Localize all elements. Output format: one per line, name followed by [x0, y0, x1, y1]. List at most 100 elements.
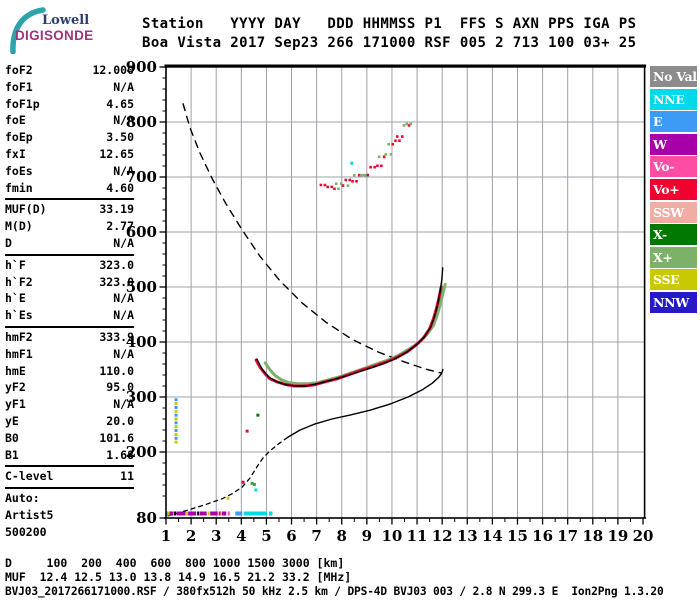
param-row: MUF(D) 33.19 [5, 201, 134, 218]
param-label: hmF1 [5, 346, 33, 361]
chart-traces [166, 103, 447, 517]
param-group: C-level 11 [5, 465, 134, 487]
legend-item-e: E [650, 111, 697, 133]
param-row: fxI 12.65 [5, 146, 134, 163]
param-row: yF2 95.0 [5, 379, 134, 396]
param-value: 3.50 [106, 130, 134, 145]
axis-tick-label: 11 [407, 527, 428, 545]
axis-tick-label: 18 [582, 527, 603, 545]
param-label: foF1 [5, 79, 33, 94]
param-label: M(D) [5, 219, 33, 234]
param-value: 11 [120, 469, 134, 484]
axis-tick-label: 12 [432, 527, 453, 545]
logo-digisonde-text: DIGISONDE [15, 28, 94, 43]
param-row: foEp 3.50 [5, 129, 134, 146]
axis-tick-label: 9 [362, 527, 372, 545]
param-label: fxI [5, 146, 26, 161]
axis-tick-label: 700 [126, 168, 157, 186]
logo-arc-icon [10, 7, 46, 54]
axis-tick-label: 17 [557, 527, 578, 545]
param-label: MUF(D) [5, 202, 47, 217]
legend-item-vo-: Vo- [650, 156, 697, 178]
param-row: yF1 N/A [5, 396, 134, 413]
chart-frame [164, 64, 647, 519]
param-label: foF1p [5, 96, 40, 111]
param-label: yF2 [5, 380, 26, 395]
param-label: fmin [5, 180, 33, 195]
axis-tick-label: 500 [126, 278, 157, 296]
param-row: h`F 323.0 [5, 257, 134, 274]
param-row: h`Es N/A [5, 307, 134, 324]
param-row: hmE 110.0 [5, 363, 134, 380]
param-value: N/A [113, 346, 134, 361]
axis-tick-label: 300 [126, 388, 157, 406]
param-value: 323.0 [99, 257, 134, 272]
header-field-values: Boa Vista 2017 Sep23 266 171000 RSF 005 … [142, 35, 637, 51]
axis-tick-label: 5 [261, 527, 271, 545]
param-row: fmin 4.60 [5, 180, 134, 197]
param-row: M(D) 2.77 [5, 218, 134, 235]
true-height-profile [287, 368, 444, 438]
param-label: B1 [5, 447, 19, 462]
param-label: D [5, 235, 12, 250]
param-row: foF2 12.000 [5, 62, 134, 79]
param-value: 12.65 [99, 146, 134, 161]
param-row: h`F2 323.0 [5, 274, 134, 291]
param-label: foE [5, 113, 26, 128]
param-label: hmF2 [5, 329, 33, 344]
axis-tick-label: 4 [236, 527, 246, 545]
axis-tick-label: 800 [126, 113, 157, 131]
chart-axis-labels: 1 2 3 4 5 6 7 8 9 10 11 12 13 14 15 16 17 18 19 20900800700… [126, 58, 654, 545]
legend-item-x-: X- [650, 224, 697, 246]
autoscaler-line: Auto: [5, 491, 40, 506]
legend-item-x+: X+ [650, 246, 697, 268]
param-row: foF1p 4.65 [5, 96, 134, 113]
param-label: foEs [5, 163, 33, 178]
param-label: h`F2 [5, 274, 33, 289]
param-value: N/A [113, 113, 134, 128]
param-label: B0 [5, 430, 19, 445]
param-label: h`Es [5, 308, 33, 323]
autoscaler-line: 500200 [5, 524, 47, 539]
param-value: 12.000 [92, 63, 134, 77]
param-label: yE [5, 413, 19, 428]
param-group: MUF(D) 33.19 M(D) 2.77 D N/A [5, 198, 134, 253]
parameter-panel: foF2 12.000 foF1 N/A foF1p 4.65 foE N/A foEp 3.50… [5, 61, 134, 543]
param-value: 95.0 [106, 380, 134, 395]
param-value: 33.19 [99, 202, 134, 217]
param-label: hmE [5, 363, 26, 378]
param-row: hmF1 N/A [5, 346, 134, 363]
status-line: BVJ03_2017266171000.RSF / 380fx512h 50 k… [5, 585, 664, 598]
profile-extrapolated-dashed [167, 436, 289, 517]
param-row: hmF2 333.9 [5, 329, 134, 346]
param-row: foE N/A [5, 112, 134, 129]
header-field-names: Station YYYY DAY DDD HHMMSS P1 FFS S AXN… [142, 16, 637, 32]
param-value: N/A [113, 397, 134, 412]
axis-tick-label: 80 [136, 509, 157, 527]
param-row: C-level 11 [5, 468, 134, 485]
doppler-direction-legend: No Val NNE E W Vo- Vo+ SSW X- X+ SSE NNW [650, 66, 697, 315]
legend-item-w: W [650, 133, 697, 155]
param-value: 20.0 [106, 413, 134, 428]
param-value: 4.65 [106, 96, 134, 111]
param-value: N/A [113, 163, 134, 178]
param-value: N/A [113, 291, 134, 306]
param-value: 323.0 [99, 274, 134, 289]
param-value: N/A [113, 235, 134, 250]
logo-lowell-text: Lowell [42, 13, 90, 28]
param-label: h`E [5, 291, 26, 306]
artist-fitted-trace [256, 267, 444, 387]
axis-tick-label: 14 [482, 527, 503, 545]
axis-tick-label: 400 [126, 333, 157, 351]
param-row: B1 1.68 [5, 447, 134, 464]
axis-tick-label: 600 [126, 223, 157, 241]
logo: Lowell DIGISONDE [6, 6, 138, 54]
param-label: yF1 [5, 397, 26, 412]
axis-tick-label: 15 [507, 527, 528, 545]
legend-item-ssw: SSW [650, 201, 697, 223]
param-value: 2.77 [106, 219, 134, 234]
axis-tick-label: 3 [211, 527, 221, 545]
axis-tick-label: 8 [337, 527, 347, 545]
param-group: foF2 12.000 foF1 N/A foF1p 4.65 foE N/A foEp 3.50… [5, 61, 134, 198]
param-value: 1.68 [106, 447, 134, 462]
